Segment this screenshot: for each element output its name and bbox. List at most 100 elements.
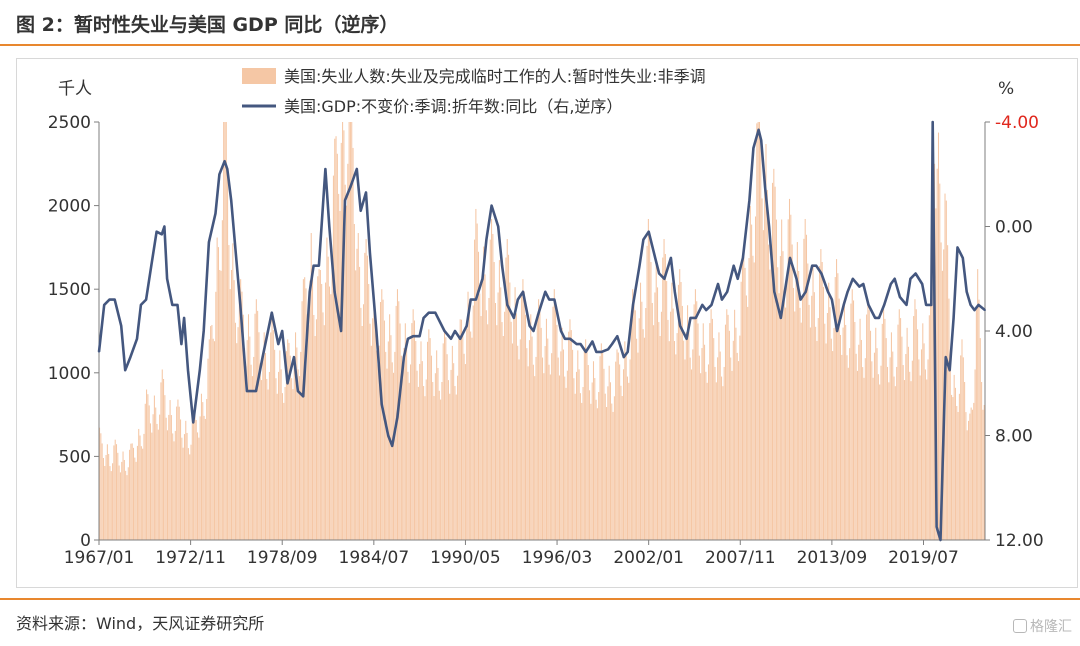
bar — [259, 363, 261, 540]
bar — [655, 260, 657, 540]
bar — [262, 356, 264, 540]
bar — [487, 324, 489, 540]
bar — [977, 269, 979, 540]
bar — [607, 386, 609, 540]
bar — [147, 394, 149, 540]
bar — [472, 305, 474, 540]
bar — [130, 443, 132, 540]
bar — [974, 369, 976, 540]
bar-series — [99, 122, 985, 541]
bar — [616, 349, 618, 540]
bar — [234, 322, 236, 540]
bar — [438, 390, 440, 540]
bar — [590, 403, 592, 540]
line-point — [595, 351, 598, 353]
bar — [268, 371, 270, 540]
bar — [177, 399, 179, 540]
bar — [906, 327, 908, 540]
bar — [183, 434, 185, 540]
bar — [572, 349, 574, 540]
line-point — [670, 257, 672, 259]
line-point — [277, 343, 280, 345]
bar — [342, 122, 344, 540]
bar — [187, 448, 189, 540]
bar — [169, 400, 171, 540]
bar — [217, 247, 219, 541]
line-point — [575, 343, 578, 345]
line-point — [396, 416, 399, 419]
bar — [901, 336, 903, 540]
bar — [819, 266, 821, 540]
bar — [156, 423, 158, 540]
bar — [274, 349, 276, 540]
bar — [966, 430, 968, 540]
bar — [278, 371, 280, 540]
bar — [368, 283, 370, 540]
bar — [620, 385, 622, 540]
bar — [485, 310, 487, 540]
bar — [824, 323, 826, 540]
bar — [602, 352, 604, 540]
bar — [881, 323, 883, 540]
bar — [242, 314, 244, 540]
bar — [468, 307, 470, 540]
bar — [579, 393, 581, 540]
bar — [100, 433, 102, 540]
bar — [574, 393, 576, 540]
bar — [411, 323, 413, 540]
bar — [155, 407, 157, 540]
line-point — [842, 304, 845, 306]
line-point — [391, 445, 394, 447]
bar — [479, 293, 481, 540]
bar — [975, 307, 977, 540]
bar — [210, 326, 212, 540]
bar — [117, 452, 119, 540]
bar — [790, 214, 792, 541]
bar — [868, 310, 870, 540]
bar — [957, 411, 959, 540]
bar — [679, 269, 681, 540]
bar — [149, 423, 152, 540]
line-point — [450, 337, 452, 340]
bar — [523, 291, 525, 540]
bar — [841, 354, 843, 540]
bar — [491, 218, 493, 541]
bar — [489, 239, 491, 540]
bar — [496, 325, 498, 540]
bar — [907, 346, 909, 540]
bar — [788, 198, 791, 540]
bar — [362, 304, 365, 540]
bar — [645, 308, 647, 540]
bar — [659, 336, 661, 540]
line-point — [827, 290, 829, 293]
line-point — [939, 539, 942, 541]
line-series — [97, 120, 986, 542]
line-point — [522, 290, 524, 293]
chart-svg: 0 500 1000 1500 2000 2500 -4.00 0.00 4.00 8.00 12.… — [48, 67, 1044, 568]
bar — [680, 282, 682, 540]
bar — [851, 289, 853, 540]
bar — [410, 364, 412, 540]
bar — [236, 343, 238, 540]
bar — [176, 406, 178, 540]
line-point — [537, 311, 540, 314]
line-point — [544, 290, 547, 293]
bar — [914, 299, 916, 540]
bar — [364, 252, 366, 541]
line-point — [969, 304, 972, 306]
bar — [704, 344, 706, 540]
bar — [830, 338, 832, 540]
line-point — [516, 298, 519, 301]
bar — [115, 444, 118, 540]
line-point — [726, 290, 729, 293]
bar — [786, 280, 788, 540]
bar — [321, 283, 323, 540]
bar — [625, 355, 627, 540]
bar — [657, 287, 659, 540]
bar — [696, 301, 698, 540]
bar — [421, 361, 423, 540]
bar — [838, 298, 840, 540]
bar — [847, 367, 849, 540]
bar — [688, 328, 690, 540]
line-point — [218, 173, 221, 176]
